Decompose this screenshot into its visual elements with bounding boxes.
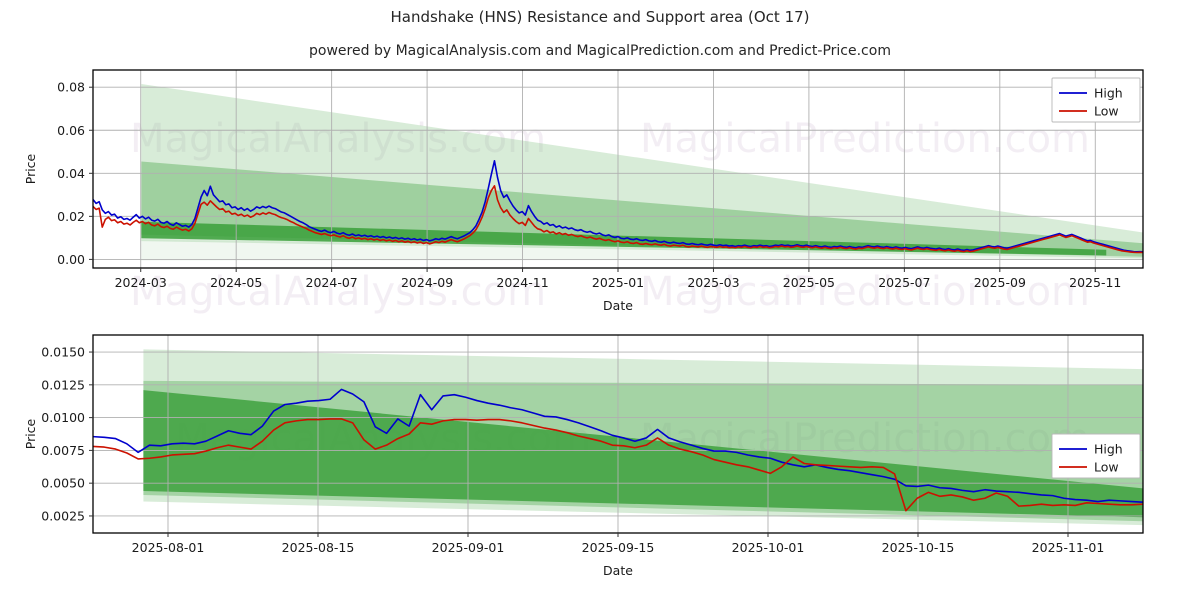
y-tick-label: 0.02	[57, 209, 85, 224]
x-tick-label: 2025-11-01	[1032, 540, 1105, 555]
x-tick-label: 2025-08-01	[132, 540, 205, 555]
series-line-low	[92, 418, 1144, 512]
x-tick-label: 2025-10-01	[732, 540, 805, 555]
watermark: MagicalAnalysis.com	[130, 269, 546, 315]
band-outer-upper	[141, 83, 1144, 259]
watermark: MagicalAnalysis.com	[130, 116, 546, 162]
band-lower-halo	[141, 239, 1144, 261]
x-tick-label: 2025-10-15	[882, 540, 955, 555]
page-title: Handshake (HNS) Resistance and Support a…	[390, 8, 810, 26]
legend-label-low: Low	[1094, 460, 1119, 475]
x-tick-label: 2025-03	[687, 275, 739, 290]
x-tick-label: 2024-05	[210, 275, 262, 290]
x-tick-label: 2025-09	[974, 275, 1026, 290]
watermark: MagicalPrediction.com	[640, 269, 1090, 315]
y-tick-label: 0.0075	[41, 443, 85, 458]
x-tick-label: 2025-01	[592, 275, 644, 290]
x-tick-label: 2025-08-15	[282, 540, 355, 555]
series-line-high	[92, 160, 1144, 253]
y-axis-label: Price	[23, 418, 38, 449]
x-tick-label: 2024-09	[401, 275, 453, 290]
legend-label-high: High	[1094, 442, 1123, 457]
support-resistance-bands	[143, 349, 1143, 526]
x-tick-label: 2024-07	[306, 275, 358, 290]
y-tick-label: 0.06	[57, 123, 85, 138]
series-line-high	[92, 388, 1144, 503]
watermark: MagicalPrediction.com	[640, 116, 1090, 162]
y-tick-label: 0.08	[57, 80, 85, 95]
legend-label-high: High	[1094, 86, 1123, 101]
x-axis-label: Date	[603, 563, 633, 578]
gridlines	[93, 335, 1143, 533]
x-tick-label: 2025-11	[1069, 275, 1121, 290]
y-tick-label: 0.0100	[41, 410, 85, 425]
page-subtitle: powered by MagicalAnalysis.com and Magic…	[309, 43, 891, 59]
x-tick-label: 2024-11	[496, 275, 548, 290]
band-core	[143, 390, 1143, 518]
x-tick-label: 2025-09-01	[432, 540, 505, 555]
legend-label-low: Low	[1094, 104, 1119, 119]
x-tick-label: 2025-09-15	[582, 540, 655, 555]
x-axis-label: Date	[603, 298, 633, 313]
y-tick-label: 0.04	[57, 166, 85, 181]
legend: High Low	[1051, 77, 1141, 123]
gridlines	[93, 70, 1143, 268]
y-tick-label: 0.0125	[41, 377, 85, 392]
y-tick-label: 0.0150	[41, 345, 85, 360]
y-tick-label: 0.00	[57, 252, 85, 267]
top-chart: MagicalAnalysis.com MagicalPrediction.com…	[23, 69, 1144, 315]
x-tick-label: 2025-05	[783, 275, 835, 290]
watermark-group: MagicalAnalysis.com MagicalPrediction.com…	[130, 116, 1090, 315]
series-line-low	[92, 184, 1144, 254]
y-axis-label: Price	[23, 153, 38, 184]
y-tick-label: 0.0025	[41, 508, 85, 523]
y-tick-label: 0.0050	[41, 476, 85, 491]
x-tick-label: 2024-03	[115, 275, 167, 290]
bottom-chart: MagicalAnalysis.comMagicalPrediction.com…	[23, 334, 1144, 578]
x-tick-label: 2025-07	[878, 275, 930, 290]
legend: High Low	[1051, 433, 1141, 479]
